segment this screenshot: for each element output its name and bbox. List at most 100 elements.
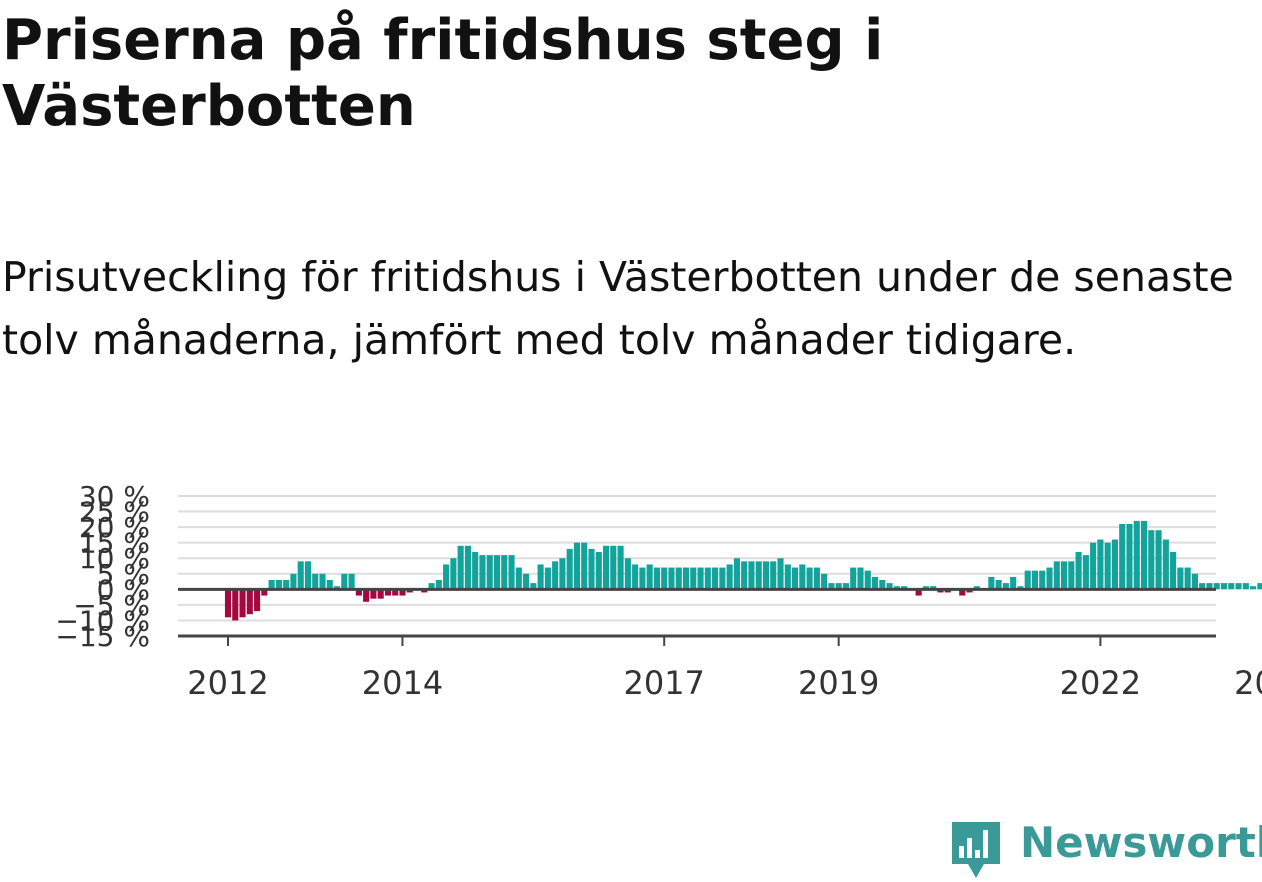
bar	[1250, 586, 1257, 590]
axes	[178, 587, 1216, 638]
bar	[610, 545, 617, 590]
bar	[1242, 583, 1249, 590]
bar	[493, 555, 501, 590]
bar	[1133, 520, 1140, 590]
bar	[973, 586, 980, 590]
bar	[246, 589, 253, 615]
y-tick-label: 20 %	[79, 511, 150, 544]
bar	[1199, 583, 1206, 590]
bar	[930, 586, 937, 590]
bar	[1228, 583, 1235, 590]
bar	[1046, 567, 1053, 590]
bar	[573, 542, 581, 590]
bar	[835, 583, 842, 590]
bar	[995, 580, 1002, 590]
bar	[588, 548, 595, 590]
bar	[1191, 573, 1198, 590]
bar	[770, 561, 777, 590]
bar	[486, 555, 493, 590]
x-tick-label: 2024	[1234, 664, 1262, 702]
bar	[901, 586, 908, 590]
bar	[748, 561, 755, 590]
bar	[595, 552, 602, 590]
bar	[1126, 524, 1133, 590]
bar	[726, 564, 733, 590]
bar	[1257, 583, 1262, 590]
bar	[1010, 576, 1017, 590]
bar	[355, 589, 362, 596]
bar	[341, 573, 348, 590]
bar	[537, 564, 544, 590]
bar	[268, 580, 275, 590]
bars	[224, 520, 1262, 621]
y-tick-label: 5 %	[97, 558, 150, 591]
newsworthy-logo-icon	[952, 822, 1000, 878]
bar	[755, 561, 762, 590]
y-tick-label: 0 %	[97, 573, 150, 606]
grid-lines	[178, 495, 1216, 622]
bar	[254, 589, 261, 612]
bar-chart: −15 %−10 %−5 %0 %5 %10 %15 %20 %25 %30 %…	[55, 480, 1262, 702]
bar	[690, 567, 697, 590]
bar	[297, 561, 304, 590]
x-tick-label: 2017	[623, 664, 704, 702]
bar	[944, 589, 951, 593]
bar	[1220, 583, 1228, 590]
bar	[283, 580, 290, 590]
bar	[1104, 542, 1111, 590]
bar	[1090, 542, 1097, 590]
bar	[326, 580, 333, 590]
y-tick-label: 25 %	[79, 496, 150, 529]
bar	[864, 570, 871, 590]
bar	[966, 589, 973, 593]
bar	[1170, 552, 1177, 590]
bar	[1206, 583, 1213, 590]
bar	[937, 589, 944, 593]
bar	[704, 567, 711, 590]
bar	[1155, 530, 1162, 590]
y-tick-label: −5 %	[73, 589, 150, 622]
bar	[508, 555, 515, 590]
bar	[646, 564, 653, 590]
page-subtitle: Prisutveckling för fritidshus i Västerbo…	[2, 253, 1234, 364]
bar	[762, 561, 770, 590]
bar	[552, 561, 559, 590]
bar	[1119, 524, 1126, 590]
bar	[799, 564, 806, 590]
bar	[1075, 552, 1082, 590]
bar	[712, 567, 719, 590]
bar	[304, 561, 312, 590]
bar	[479, 555, 486, 590]
bar	[428, 583, 435, 590]
bar	[406, 589, 413, 593]
y-tick-label: 30 %	[79, 480, 150, 513]
bar	[842, 583, 850, 590]
bar	[806, 567, 813, 590]
bar	[675, 567, 682, 590]
y-tick-label: 15 %	[79, 527, 150, 560]
bar	[530, 583, 537, 590]
bar	[792, 567, 799, 590]
bar	[1002, 583, 1009, 590]
bar	[399, 589, 406, 596]
bar	[392, 589, 399, 596]
x-axis-ticks: 2012 2014 2017 2019 2022 2024	[187, 636, 1262, 702]
bar	[784, 564, 791, 590]
bar	[893, 586, 900, 590]
bar	[828, 583, 835, 590]
bar	[377, 589, 384, 599]
bar	[602, 545, 610, 590]
bar	[363, 589, 370, 602]
bar	[457, 545, 464, 590]
brand-name: Newsworthy	[1020, 818, 1262, 867]
bar	[697, 567, 704, 590]
bar	[261, 589, 268, 596]
bar	[544, 567, 551, 590]
bar	[988, 576, 995, 590]
y-tick-label: −15 %	[55, 620, 150, 653]
bar	[224, 589, 232, 618]
bar	[624, 558, 631, 590]
bar	[850, 567, 857, 590]
bar	[922, 586, 929, 590]
bar	[857, 567, 864, 590]
